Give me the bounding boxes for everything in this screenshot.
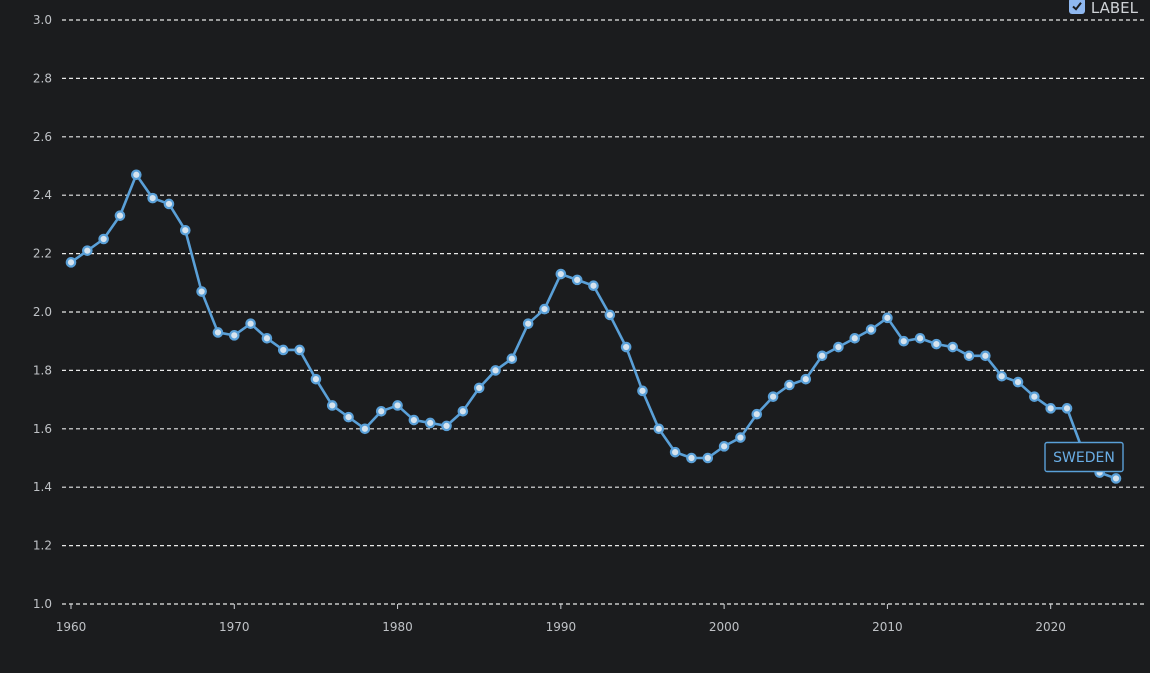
data-point[interactable] bbox=[800, 373, 812, 385]
data-point[interactable] bbox=[343, 411, 354, 423]
data-point[interactable] bbox=[490, 365, 501, 376]
label-checkbox[interactable] bbox=[1068, 0, 1085, 14]
data-point[interactable] bbox=[1045, 403, 1056, 414]
y-tick-label: 2.6 bbox=[33, 130, 52, 144]
y-tick-label: 1.8 bbox=[33, 363, 52, 377]
x-tick-label: 1970 bbox=[219, 620, 250, 634]
data-point[interactable] bbox=[277, 344, 289, 356]
data-point[interactable] bbox=[931, 338, 942, 350]
y-tick-label: 2.2 bbox=[33, 247, 52, 261]
label-toggle-text: LABEL bbox=[1090, 0, 1138, 17]
data-point[interactable] bbox=[735, 432, 746, 443]
data-point[interactable] bbox=[326, 400, 338, 411]
y-tick-label: 1.2 bbox=[33, 539, 52, 553]
x-tick-label: 1960 bbox=[56, 620, 87, 634]
data-point[interactable] bbox=[392, 400, 403, 411]
data-point[interactable] bbox=[457, 405, 469, 417]
y-tick-label: 2.8 bbox=[33, 71, 52, 85]
data-point[interactable] bbox=[114, 210, 126, 221]
data-point[interactable] bbox=[179, 224, 191, 236]
series-tag-label: SWEDEN bbox=[1053, 450, 1115, 466]
x-tick-label: 1980 bbox=[382, 620, 413, 634]
y-tick-label: 2.0 bbox=[33, 305, 52, 319]
data-point[interactable] bbox=[996, 370, 1008, 382]
data-point[interactable] bbox=[441, 420, 452, 432]
label-toggle[interactable]: LABEL bbox=[1068, 0, 1138, 17]
data-point[interactable] bbox=[163, 198, 175, 210]
data-point[interactable] bbox=[555, 268, 567, 280]
data-point[interactable] bbox=[212, 327, 224, 338]
x-tick-label: 2000 bbox=[709, 620, 740, 634]
data-point[interactable] bbox=[245, 318, 256, 329]
data-point[interactable] bbox=[196, 286, 207, 297]
data-point[interactable] bbox=[784, 379, 795, 391]
data-point[interactable] bbox=[620, 341, 632, 353]
y-tick-label: 1.4 bbox=[33, 480, 52, 494]
data-point[interactable] bbox=[473, 382, 485, 394]
data-point[interactable] bbox=[588, 280, 599, 292]
data-point[interactable] bbox=[98, 233, 109, 245]
data-point[interactable] bbox=[767, 391, 779, 402]
data-point[interactable] bbox=[1110, 473, 1122, 484]
data-point[interactable] bbox=[833, 341, 844, 353]
data-point[interactable] bbox=[963, 350, 975, 362]
series-line bbox=[69, 173, 1118, 480]
data-point[interactable] bbox=[604, 309, 616, 321]
data-point[interactable] bbox=[131, 169, 142, 181]
y-tick-label: 3.0 bbox=[33, 13, 52, 27]
y-tick-label: 2.4 bbox=[33, 188, 52, 202]
data-point[interactable] bbox=[914, 332, 926, 344]
data-point[interactable] bbox=[228, 330, 240, 341]
data-point[interactable] bbox=[375, 405, 387, 417]
x-tick-label: 2010 bbox=[872, 620, 903, 634]
data-point[interactable] bbox=[1012, 376, 1024, 388]
data-point[interactable] bbox=[294, 344, 305, 356]
data-point[interactable] bbox=[947, 341, 959, 353]
data-point[interactable] bbox=[718, 441, 730, 452]
data-point[interactable] bbox=[310, 373, 322, 385]
data-point[interactable] bbox=[849, 332, 861, 344]
data-point[interactable] bbox=[816, 350, 828, 362]
data-point[interactable] bbox=[865, 324, 877, 335]
data-point[interactable] bbox=[637, 385, 648, 397]
data-point[interactable] bbox=[359, 423, 371, 435]
data-point[interactable] bbox=[980, 350, 991, 362]
y-tick-label: 1.0 bbox=[33, 597, 52, 611]
data-point[interactable] bbox=[82, 245, 93, 256]
checkmark-icon bbox=[1072, 2, 1082, 11]
data-point[interactable] bbox=[1061, 403, 1073, 414]
data-point[interactable] bbox=[147, 192, 158, 204]
data-point[interactable] bbox=[882, 312, 893, 324]
data-point[interactable] bbox=[751, 408, 763, 420]
x-tick-label: 2020 bbox=[1035, 620, 1066, 634]
data-point[interactable] bbox=[571, 274, 583, 286]
data-point[interactable] bbox=[686, 452, 697, 464]
data-point[interactable] bbox=[506, 353, 518, 365]
data-point[interactable] bbox=[1029, 391, 1040, 402]
data-point[interactable] bbox=[539, 303, 550, 315]
data-point[interactable] bbox=[898, 335, 910, 347]
data-point[interactable] bbox=[65, 257, 77, 268]
data-point[interactable] bbox=[424, 417, 436, 429]
series-tag-box bbox=[1044, 441, 1124, 473]
data-point[interactable] bbox=[261, 332, 273, 344]
x-tick-label: 1990 bbox=[546, 620, 577, 634]
y-tick-label: 1.6 bbox=[33, 422, 52, 436]
data-point[interactable] bbox=[702, 452, 714, 464]
data-point[interactable] bbox=[408, 414, 420, 426]
data-point[interactable] bbox=[522, 318, 534, 329]
data-point[interactable] bbox=[653, 423, 665, 435]
data-point[interactable] bbox=[669, 446, 681, 458]
